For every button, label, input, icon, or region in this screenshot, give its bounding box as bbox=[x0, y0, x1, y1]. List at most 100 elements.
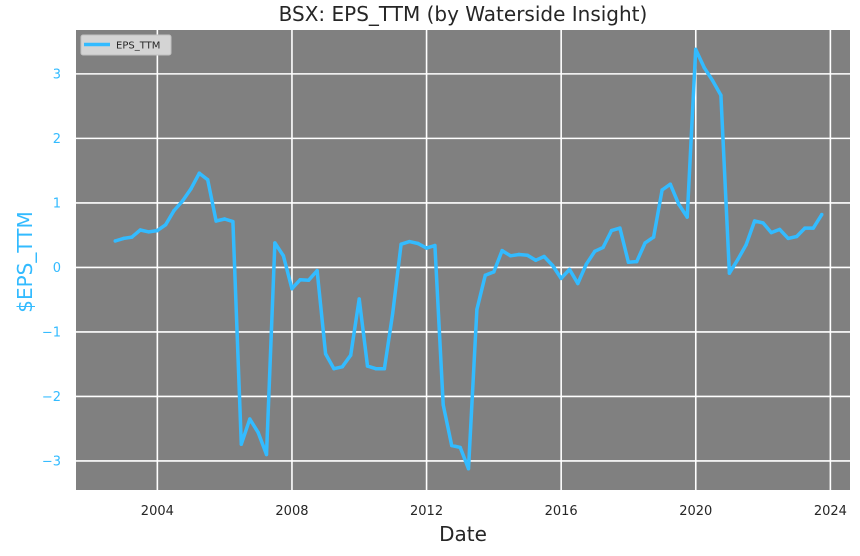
data-point bbox=[298, 278, 302, 282]
data-point bbox=[584, 262, 588, 266]
x-tick-label: 2024 bbox=[814, 504, 847, 519]
y-tick-label: −1 bbox=[42, 325, 61, 340]
legend-box bbox=[80, 34, 172, 56]
data-point bbox=[811, 226, 815, 230]
data-point bbox=[795, 234, 799, 239]
data-point bbox=[138, 228, 142, 232]
legend-label: EPS_TTM bbox=[116, 41, 160, 52]
data-point bbox=[710, 78, 715, 83]
y-tick-label: 3 bbox=[53, 67, 61, 82]
data-point bbox=[189, 187, 193, 191]
data-point bbox=[281, 254, 286, 258]
data-point bbox=[222, 217, 227, 221]
x-tick-label: 2020 bbox=[679, 504, 712, 519]
data-point bbox=[769, 230, 773, 235]
data-point bbox=[761, 221, 765, 225]
data-point bbox=[239, 442, 243, 446]
data-point bbox=[290, 287, 294, 291]
data-point bbox=[534, 258, 538, 262]
data-point bbox=[121, 236, 126, 241]
data-point bbox=[407, 239, 412, 244]
data-point bbox=[180, 199, 185, 203]
data-point bbox=[466, 467, 471, 471]
data-point bbox=[559, 276, 563, 281]
y-tick-labels: −3 −2 −1 0 1 2 3 bbox=[42, 67, 61, 469]
data-point bbox=[399, 242, 403, 246]
data-point bbox=[365, 364, 370, 368]
y-axis-label: $EPS_TTM bbox=[13, 211, 37, 312]
data-point bbox=[508, 254, 513, 258]
data-point bbox=[197, 171, 201, 175]
data-point bbox=[306, 278, 311, 282]
data-point bbox=[458, 445, 462, 450]
y-tick-label: −2 bbox=[42, 390, 61, 405]
y-tick-label: 1 bbox=[53, 196, 61, 211]
data-point bbox=[264, 452, 269, 457]
data-point bbox=[719, 93, 723, 97]
data-point bbox=[391, 310, 395, 315]
data-point bbox=[727, 271, 732, 275]
x-tick-label: 2016 bbox=[545, 504, 578, 519]
data-point bbox=[744, 243, 748, 247]
data-point bbox=[332, 367, 336, 371]
data-point bbox=[618, 226, 622, 230]
data-point bbox=[685, 215, 689, 219]
data-point bbox=[340, 365, 344, 369]
data-point bbox=[349, 353, 353, 357]
data-point bbox=[677, 202, 681, 206]
grid-lines bbox=[76, 30, 850, 490]
data-point bbox=[475, 307, 479, 312]
x-tick-label: 2004 bbox=[141, 504, 174, 519]
data-point bbox=[609, 228, 614, 233]
legend: EPS_TTM bbox=[80, 34, 172, 56]
data-point bbox=[130, 235, 134, 239]
data-point bbox=[433, 243, 437, 248]
data-point bbox=[752, 219, 757, 223]
data-point bbox=[450, 443, 454, 448]
data-point bbox=[382, 367, 387, 371]
data-point bbox=[315, 268, 319, 273]
x-tick-label: 2012 bbox=[410, 504, 443, 519]
data-point bbox=[424, 246, 429, 250]
data-point bbox=[357, 297, 361, 301]
chart-title: BSX: EPS_TTM (by Waterside Insight) bbox=[279, 2, 648, 26]
data-point bbox=[542, 254, 546, 259]
data-point bbox=[626, 260, 631, 264]
data-point bbox=[786, 236, 790, 241]
data-point bbox=[694, 47, 698, 52]
data-point bbox=[483, 273, 487, 277]
data-point bbox=[567, 267, 572, 272]
data-point bbox=[374, 367, 378, 371]
y-tick-label: 2 bbox=[53, 132, 61, 147]
data-point bbox=[441, 403, 445, 407]
data-point bbox=[323, 352, 328, 356]
plot-area bbox=[76, 30, 850, 490]
data-point bbox=[214, 219, 218, 223]
data-point bbox=[803, 226, 807, 230]
data-point bbox=[778, 227, 782, 232]
data-point bbox=[576, 281, 580, 286]
data-point bbox=[660, 188, 664, 192]
data-point bbox=[702, 65, 706, 70]
series-points bbox=[113, 47, 824, 471]
data-point bbox=[113, 239, 117, 243]
data-point bbox=[416, 241, 420, 246]
data-point bbox=[635, 259, 639, 264]
data-point bbox=[163, 223, 168, 227]
data-point bbox=[231, 219, 235, 224]
data-point bbox=[820, 212, 824, 217]
data-point bbox=[172, 208, 176, 213]
x-tick-label: 2008 bbox=[275, 504, 308, 519]
data-point bbox=[155, 228, 159, 233]
x-axis-label: Date bbox=[439, 522, 487, 546]
data-point bbox=[147, 230, 151, 234]
y-tick-label: −3 bbox=[42, 454, 61, 469]
data-point bbox=[550, 263, 555, 268]
data-point bbox=[206, 178, 210, 182]
data-point bbox=[273, 241, 277, 245]
data-point bbox=[492, 270, 496, 274]
data-point bbox=[248, 417, 252, 421]
data-point bbox=[500, 248, 504, 253]
data-point bbox=[643, 241, 647, 245]
